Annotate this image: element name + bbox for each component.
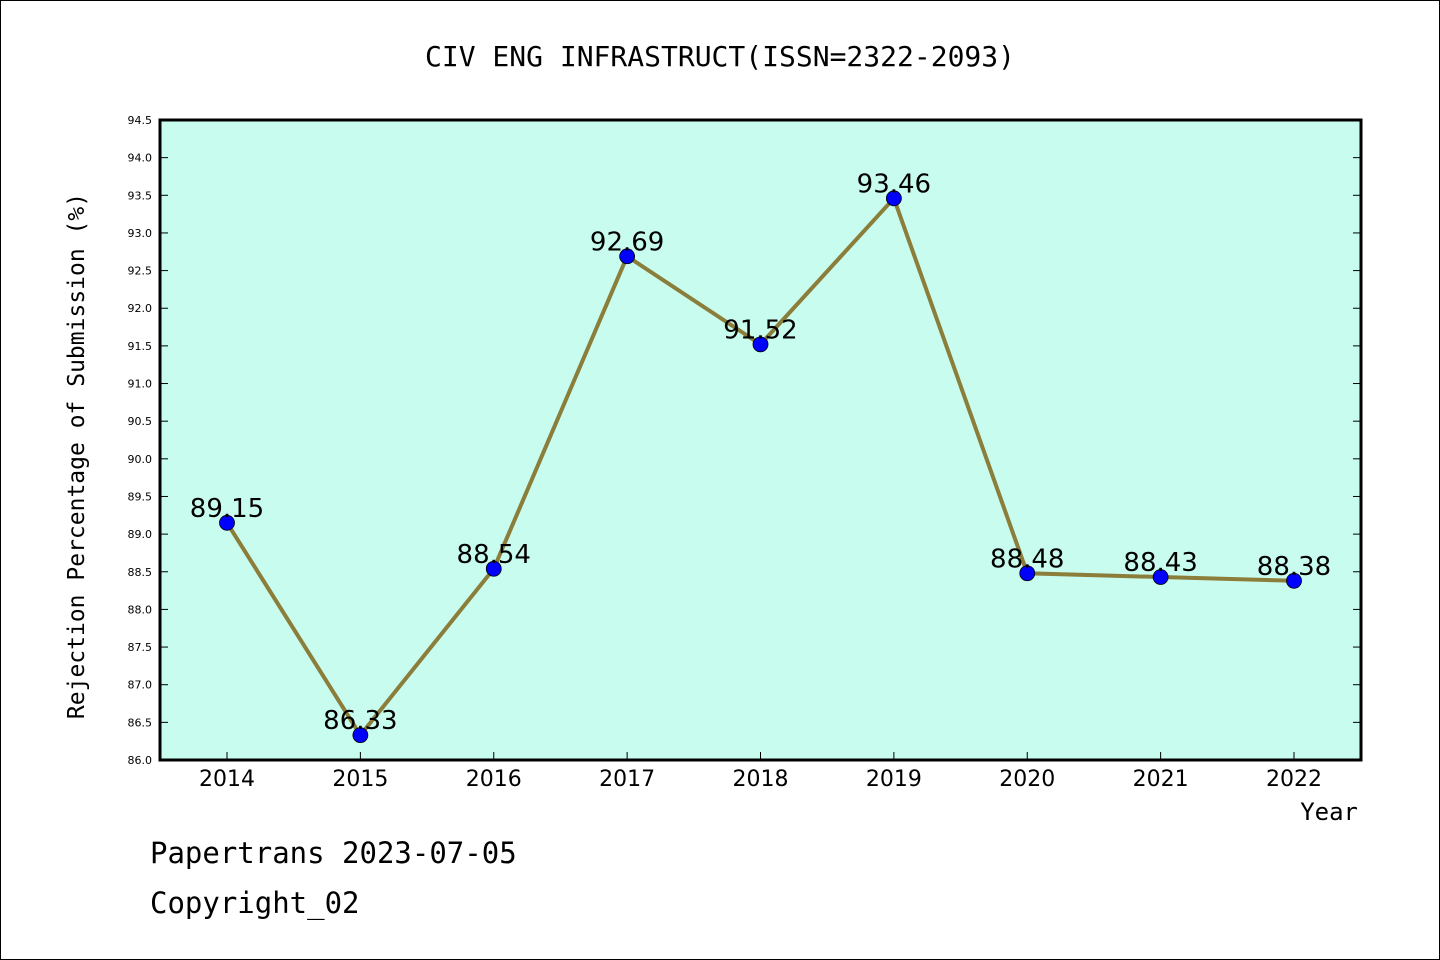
x-axis: 2014 2015 2016 2017 2018 2019 2020 2021 2022 [199,752,1322,792]
y-tick-label: 87.0 [128,679,153,692]
y-tick-label: 87.5 [128,641,153,654]
data-point [885,190,902,207]
y-tick-label: 94.0 [128,152,153,165]
y-axis-label: Rejection Percentage of Submission (%) [64,193,90,719]
y-tick-label: 90.0 [128,453,153,466]
y-tick-label: 91.5 [128,340,153,353]
y-tick-label: 86.0 [128,754,153,767]
footer-copyright: Copyright_02 [150,886,360,920]
data-point [485,560,502,577]
x-tick-label: 2021 [1133,767,1189,792]
y-tick-label: 89.5 [128,490,153,503]
x-tick-label: 2014 [199,767,255,792]
data-point [1152,569,1169,585]
x-tick-label: 2017 [599,767,655,792]
y-tick-label: 91.0 [128,378,153,391]
data-label: 88.54 [457,540,531,570]
y-tick-label: 93.5 [128,189,153,202]
x-tick-label: 2019 [866,767,922,792]
y-tick-label: 90.5 [128,415,153,428]
data-label: 93.46 [857,169,931,199]
data-point [219,514,235,531]
data-point [352,727,369,744]
y-tick-label: 89.0 [128,528,153,541]
y-tick-label: 93.0 [128,227,153,240]
data-label: 88.48 [990,544,1064,574]
y-tick-label: 92.5 [128,265,153,278]
x-tick-label: 2020 [999,767,1055,792]
chart-title: CIV ENG INFRASTRUCT(ISSN=2322-2093) [425,40,1015,73]
data-point [752,336,769,353]
footer-date: Papertrans 2023-07-05 [150,836,517,870]
data-label: 89.15 [190,494,264,524]
data-label: 88.43 [1123,548,1197,578]
data-label: 88.38 [1257,552,1331,582]
data-point [1286,572,1302,589]
y-axis: 86.0 86.5 87.0 87.5 88.0 88.5 89.0 89.5 90.0 90.5… [128,114,1361,767]
data-label: 91.52 [723,315,797,345]
data-point [619,248,636,265]
y-tick-label: 88.5 [128,566,153,579]
x-tick-label: 2018 [733,767,789,792]
y-tick-label: 88.0 [128,603,153,616]
data-label: 92.69 [590,227,664,257]
y-tick-label: 92.0 [128,302,153,315]
x-tick-label: 2015 [332,767,388,792]
data-point [1019,565,1036,582]
y-tick-label: 94.5 [128,114,153,127]
data-label: 86.33 [323,706,397,736]
x-tick-label: 2022 [1266,767,1322,792]
x-axis-label: Year [1300,798,1358,826]
plot-area [158,118,1363,762]
series-group: 89.15 86.33 88.54 92.69 91.52 93.46 88.48 88.43… [190,169,1331,744]
x-tick-label: 2016 [466,767,522,792]
y-tick-label: 86.5 [128,716,153,729]
